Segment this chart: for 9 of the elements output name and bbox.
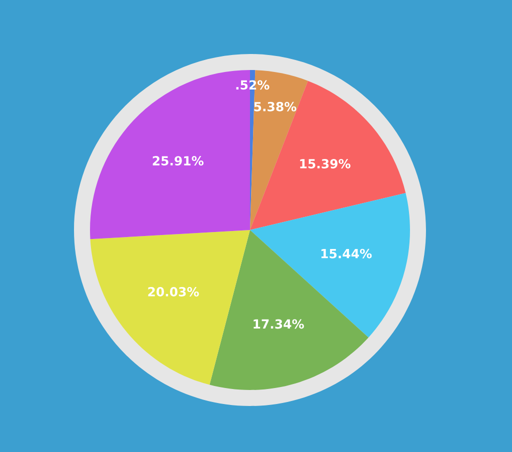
data-label: 25.91% — [152, 156, 204, 166]
data-label: 15.44% — [321, 248, 372, 258]
data-label: 5.38% — [254, 102, 296, 112]
data-label: .52% — [236, 80, 270, 90]
pie-slice — [250, 193, 410, 338]
pie-slice — [90, 230, 250, 385]
data-label: 17.34% — [254, 319, 304, 329]
data-label: 20.03% — [148, 287, 199, 296]
data-label: 15.39% — [300, 159, 350, 168]
